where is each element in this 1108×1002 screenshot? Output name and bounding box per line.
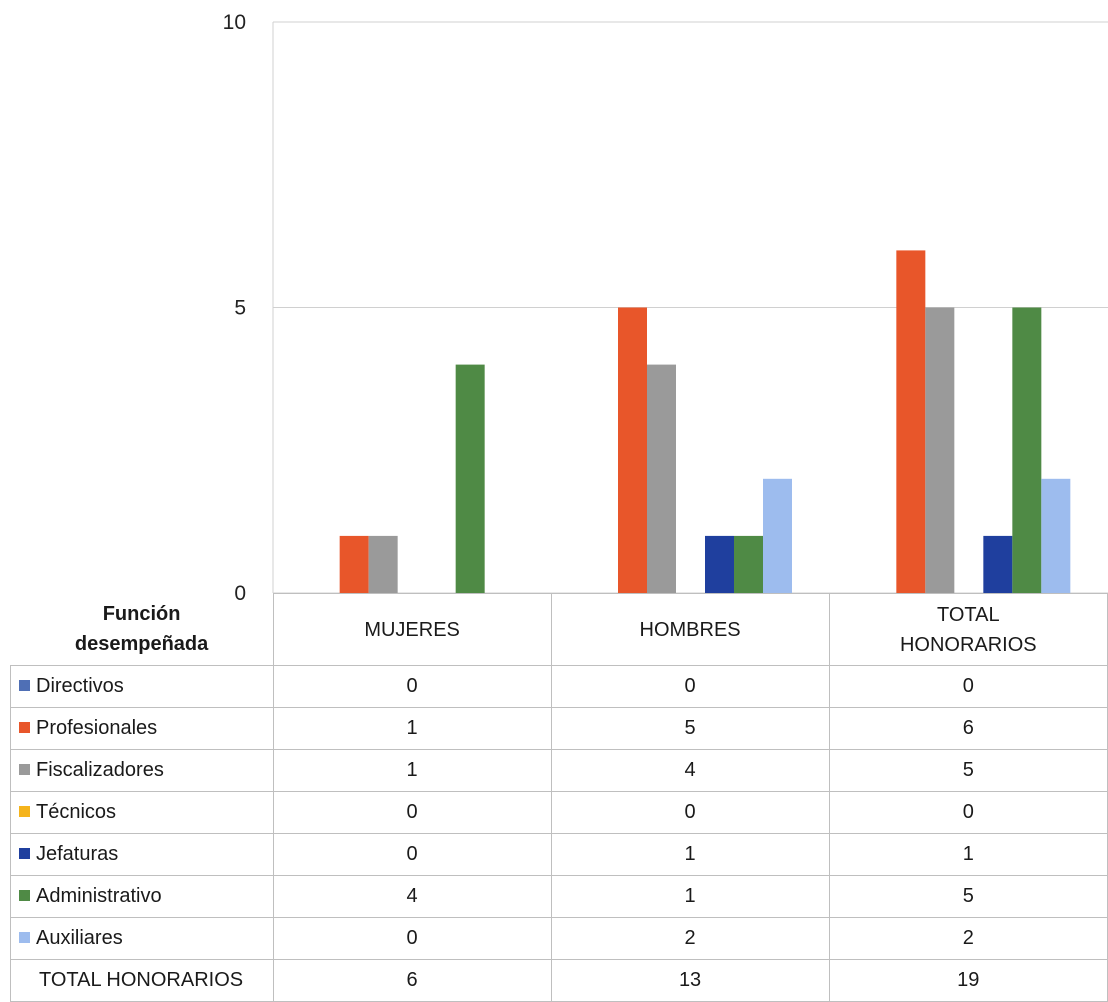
bar-jefaturas-1 xyxy=(705,535,734,593)
data-table: Función desempeñada MUJERES HOMBRES TOTAL HON… xyxy=(10,593,1108,1002)
data-label: 5 xyxy=(550,707,830,750)
table-row: Profesionales 1 5 6 xyxy=(10,707,1108,750)
data-label: 1 xyxy=(828,833,1108,876)
table-row: Directivos 0 0 0 xyxy=(10,665,1108,708)
legend-key-icon xyxy=(19,848,30,859)
legend-key-icon xyxy=(19,932,30,943)
table-row: Fiscalizadores 1 4 5 xyxy=(10,749,1108,792)
data-label: 0 xyxy=(828,665,1108,708)
bar-administrativo-2 xyxy=(1012,307,1042,593)
y-tick-label: 0 xyxy=(234,582,246,600)
bar-administrativo-0 xyxy=(455,364,485,593)
y-tick-label: 10 xyxy=(223,11,246,34)
y-tick-label: 5 xyxy=(234,297,246,320)
bar-jefaturas-2 xyxy=(983,535,1013,593)
legend-key-icon xyxy=(19,764,30,775)
data-label: 5 xyxy=(828,875,1108,918)
data-label: 0 xyxy=(272,917,552,960)
data-label: 2 xyxy=(550,917,830,960)
bar-auxiliares-1 xyxy=(763,478,792,593)
gridlines xyxy=(272,21,1108,594)
series-label: Fiscalizadores xyxy=(10,749,274,792)
series-label: Jefaturas xyxy=(10,833,274,876)
series-label: Directivos xyxy=(10,665,274,708)
data-label: 1 xyxy=(550,833,830,876)
table-corner-label: Función desempeñada xyxy=(74,603,209,656)
data-label: 0 xyxy=(828,791,1108,834)
totals-row: TOTAL HONORARIOS 6 13 19 xyxy=(10,959,1108,1002)
bar-profesionales-1 xyxy=(618,307,647,593)
series-label: Administrativo xyxy=(10,875,274,918)
data-label: 0 xyxy=(550,791,830,834)
data-label: 0 xyxy=(272,833,552,876)
category-header: HOMBRES xyxy=(550,593,830,666)
total-value: 19 xyxy=(828,959,1108,1002)
data-label: 1 xyxy=(272,707,552,750)
category-header: MUJERES xyxy=(272,593,552,666)
data-label: 4 xyxy=(550,749,830,792)
bar-profesionales-0 xyxy=(339,535,369,593)
bar-auxiliares-2 xyxy=(1041,478,1071,593)
series-label: Profesionales xyxy=(10,707,274,750)
data-label: 5 xyxy=(828,749,1108,792)
data-label: 1 xyxy=(550,875,830,918)
data-label: 2 xyxy=(828,917,1108,960)
table-row: Auxiliares 0 2 2 xyxy=(10,917,1108,960)
table-header-row: Función desempeñada MUJERES HOMBRES TOTAL HON… xyxy=(11,593,1108,666)
data-label: 0 xyxy=(550,665,830,708)
bar-fiscalizadores-1 xyxy=(647,364,676,593)
data-label: 0 xyxy=(272,791,552,834)
data-label: 4 xyxy=(272,875,552,918)
chart-plot-area: 0 5 10 xyxy=(223,11,1108,600)
total-value: 6 xyxy=(272,959,552,1002)
totals-label: TOTAL HONORARIOS xyxy=(10,959,274,1002)
y-axis-ticks: 0 5 10 xyxy=(223,11,246,600)
series-label: Auxiliares xyxy=(10,917,274,960)
category-header: TOTAL HONORARIOS xyxy=(828,593,1108,666)
data-label: 6 xyxy=(828,707,1108,750)
table-row: Administrativo 4 1 5 xyxy=(10,875,1108,918)
legend-key-icon xyxy=(19,890,30,901)
data-label: 0 xyxy=(272,665,552,708)
legend-key-icon xyxy=(19,806,30,817)
bar-administrativo-1 xyxy=(734,535,763,593)
legend-key-icon xyxy=(19,680,30,691)
bar-fiscalizadores-0 xyxy=(368,535,398,593)
bar-fiscalizadores-2 xyxy=(925,307,955,593)
bars xyxy=(339,250,1071,593)
table-row: Jefaturas 0 1 1 xyxy=(10,833,1108,876)
total-value: 13 xyxy=(550,959,830,1002)
bar-profesionales-2 xyxy=(896,250,926,593)
data-label: 1 xyxy=(272,749,552,792)
legend-key-icon xyxy=(19,722,30,733)
series-label: Técnicos xyxy=(10,791,274,834)
table-row: Técnicos 0 0 0 xyxy=(10,791,1108,834)
